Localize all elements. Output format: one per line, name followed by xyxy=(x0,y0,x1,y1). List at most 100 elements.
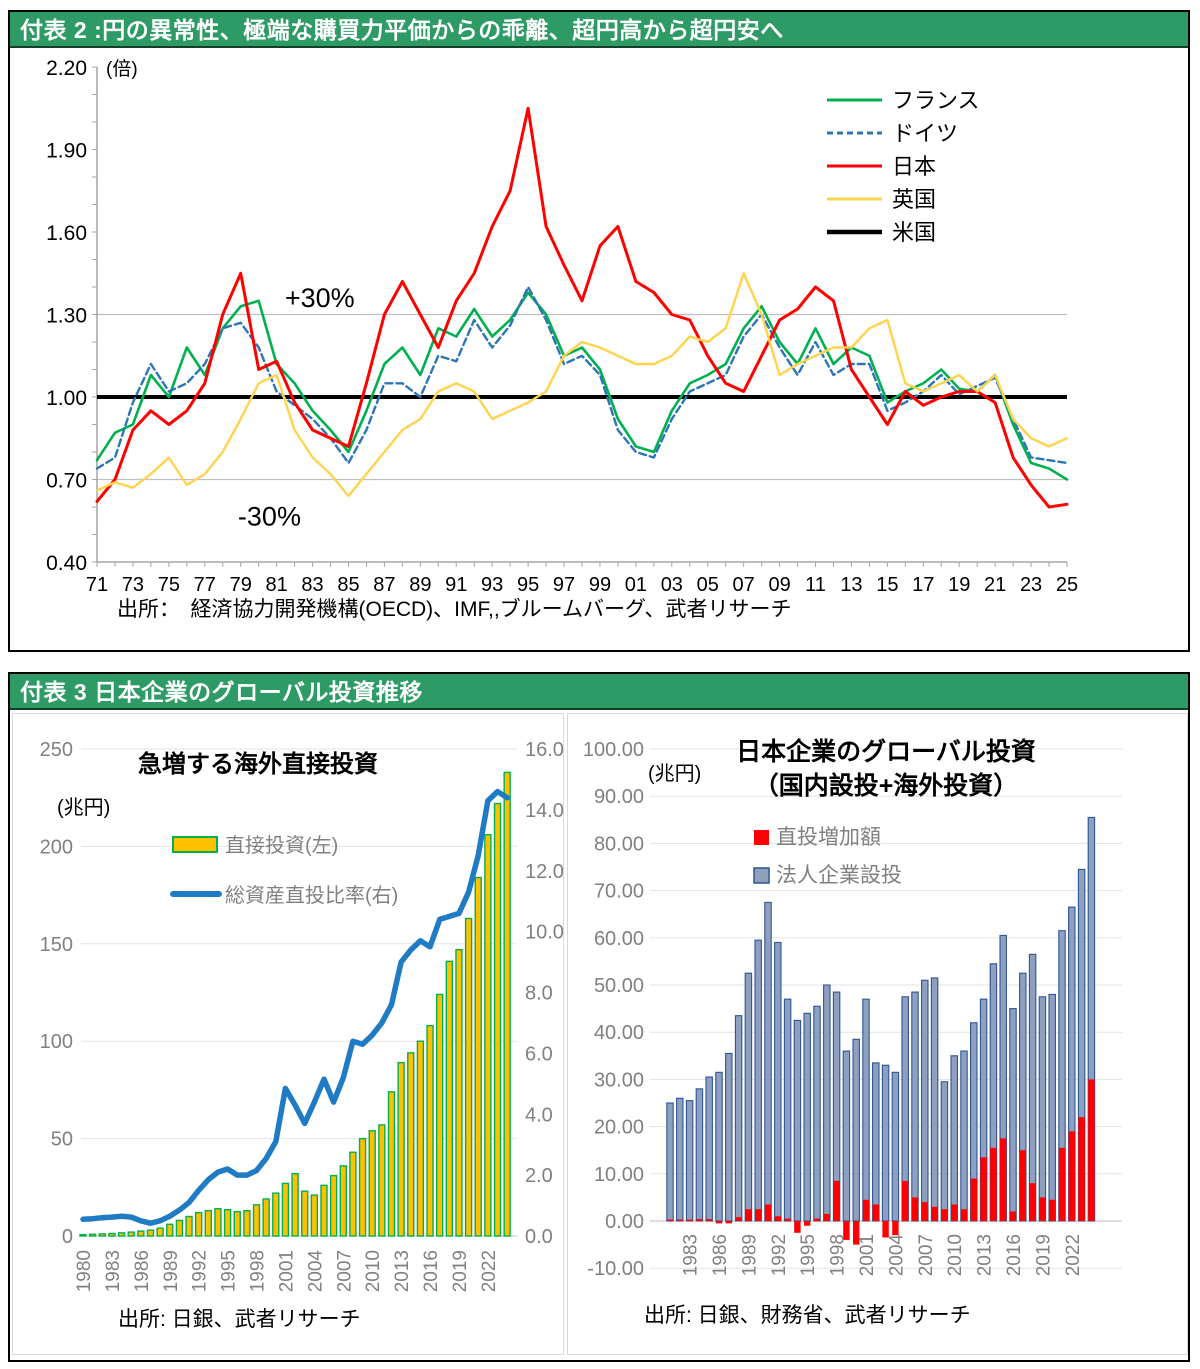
svg-text:米国: 米国 xyxy=(892,220,936,245)
svg-text:1989: 1989 xyxy=(739,1234,760,1276)
svg-text:71: 71 xyxy=(86,574,108,596)
svg-text:2016: 2016 xyxy=(421,1250,442,1292)
svg-text:4.0: 4.0 xyxy=(525,1104,553,1126)
svg-text:2013: 2013 xyxy=(392,1250,413,1292)
svg-text:75: 75 xyxy=(158,574,180,596)
investment-charts-area: 250 200 150 100 50 0 16.0 14.0 12.0 10.0 8.0 6.0 4.0… xyxy=(10,710,1188,1358)
svg-text:6.0: 6.0 xyxy=(525,1043,553,1065)
svg-text:100: 100 xyxy=(40,1031,73,1053)
svg-text:出所： 経済協力開発機構(OECD)、IMF,,ブルームバー: 出所： 経済協力開発機構(OECD)、IMF,,ブルームバーグ、武者リサーチ xyxy=(117,598,792,621)
svg-text:50.00: 50.00 xyxy=(594,975,644,997)
svg-text:2007: 2007 xyxy=(916,1234,937,1276)
svg-text:13: 13 xyxy=(840,574,862,596)
svg-text:英国: 英国 xyxy=(892,187,936,212)
svg-text:フランス: フランス xyxy=(892,88,980,113)
svg-text:09: 09 xyxy=(768,574,790,596)
svg-text:日本: 日本 xyxy=(892,154,936,179)
svg-text:1.00: 1.00 xyxy=(46,387,87,410)
svg-text:2007: 2007 xyxy=(334,1250,355,1292)
svg-text:15: 15 xyxy=(876,574,898,596)
svg-text:95: 95 xyxy=(517,574,539,596)
svg-text:200: 200 xyxy=(40,836,73,858)
svg-text:2022: 2022 xyxy=(1063,1234,1084,1276)
svg-text:81: 81 xyxy=(266,574,288,596)
svg-text:12.0: 12.0 xyxy=(525,861,563,883)
svg-text:91: 91 xyxy=(445,574,467,596)
svg-text:2022: 2022 xyxy=(479,1250,500,1292)
svg-text:79: 79 xyxy=(230,574,252,596)
fdi-chart-box: 250 200 150 100 50 0 16.0 14.0 12.0 10.0 8.0 6.0 4.0… xyxy=(12,713,564,1355)
svg-text:14.0: 14.0 xyxy=(525,800,563,822)
svg-text:0.00: 0.00 xyxy=(605,1211,644,1233)
svg-text:0.40: 0.40 xyxy=(46,552,87,575)
svg-text:2.0: 2.0 xyxy=(525,1165,553,1187)
svg-text:0.0: 0.0 xyxy=(525,1226,553,1248)
svg-text:2019: 2019 xyxy=(450,1250,471,1292)
svg-text:2013: 2013 xyxy=(975,1234,996,1276)
svg-text:20.00: 20.00 xyxy=(594,1117,644,1139)
svg-text:19: 19 xyxy=(948,574,970,596)
svg-text:250: 250 xyxy=(40,739,73,761)
svg-text:直投増加額: 直投増加額 xyxy=(776,826,881,849)
svg-text:89: 89 xyxy=(409,574,431,596)
svg-text:87: 87 xyxy=(373,574,395,596)
svg-text:2010: 2010 xyxy=(945,1234,966,1276)
svg-text:(兆円): (兆円) xyxy=(648,762,701,785)
svg-text:01: 01 xyxy=(625,574,647,596)
svg-text:93: 93 xyxy=(481,574,503,596)
svg-text:出所: 日銀、武者リサーチ: 出所: 日銀、武者リサーチ xyxy=(118,1308,361,1331)
panel-appendix-2: 付表 2 :円の異常性、極端な購買力平価からの乖離、超円高から超円安へ 2.20… xyxy=(8,10,1190,652)
svg-text:+30%: +30% xyxy=(285,283,355,313)
svg-text:法人企業設投: 法人企業設投 xyxy=(776,864,902,887)
svg-text:1983: 1983 xyxy=(681,1234,702,1276)
svg-text:0.70: 0.70 xyxy=(46,470,87,493)
appendix3-title: 付表 3 日本企業のグローバル投資推移 xyxy=(10,674,1188,710)
svg-text:2019: 2019 xyxy=(1033,1234,1054,1276)
svg-text:100.00: 100.00 xyxy=(583,739,644,761)
ppp-chart-area: 2.20 1.90 1.60 1.30 1.00 0.70 0.40 71 73 75 77 79 81… xyxy=(10,48,1188,648)
svg-text:10.00: 10.00 xyxy=(594,1164,644,1186)
svg-text:1998: 1998 xyxy=(828,1234,849,1276)
svg-text:2010: 2010 xyxy=(363,1250,384,1292)
svg-text:03: 03 xyxy=(661,574,683,596)
svg-text:1983: 1983 xyxy=(103,1250,124,1292)
svg-text:2001: 2001 xyxy=(276,1250,297,1292)
svg-text:2004: 2004 xyxy=(886,1234,907,1277)
svg-text:16.0: 16.0 xyxy=(525,739,563,761)
svg-text:80.00: 80.00 xyxy=(594,833,644,855)
svg-text:2004: 2004 xyxy=(305,1250,326,1293)
svg-text:21: 21 xyxy=(984,574,1006,596)
svg-text:2016: 2016 xyxy=(1004,1234,1025,1276)
svg-text:30.00: 30.00 xyxy=(594,1069,644,1091)
svg-text:-10.00: -10.00 xyxy=(587,1258,644,1280)
svg-text:150: 150 xyxy=(40,934,73,956)
svg-text:11: 11 xyxy=(805,574,826,596)
svg-text:日本企業のグローバル投資: 日本企業のグローバル投資 xyxy=(736,737,1036,766)
svg-text:1.30: 1.30 xyxy=(46,305,87,328)
svg-text:90.00: 90.00 xyxy=(594,786,644,808)
svg-text:1986: 1986 xyxy=(710,1234,731,1276)
svg-text:97: 97 xyxy=(553,574,575,596)
svg-text:99: 99 xyxy=(589,574,611,596)
appendix2-title: 付表 2 :円の異常性、極端な購買力平価からの乖離、超円高から超円安へ xyxy=(10,12,1188,48)
svg-text:総資産直投比率(右): 総資産直投比率(右) xyxy=(225,884,398,907)
svg-text:07: 07 xyxy=(733,574,755,596)
fdi-bar-line-chart: 250 200 150 100 50 0 16.0 14.0 12.0 10.0 8.0 6.0 4.0… xyxy=(40,739,563,1331)
svg-text:1986: 1986 xyxy=(132,1250,153,1292)
svg-text:-30%: -30% xyxy=(238,502,301,532)
svg-text:2001: 2001 xyxy=(857,1234,878,1276)
svg-text:（国内設投+海外投資）: （国内設投+海外投資） xyxy=(754,771,1019,800)
svg-text:85: 85 xyxy=(337,574,359,596)
global-investment-chart-box: 100.00 90.00 80.00 70.00 60.00 50.00 40.00 30.0… xyxy=(567,713,1188,1355)
svg-text:73: 73 xyxy=(122,574,144,596)
svg-text:1995: 1995 xyxy=(798,1234,819,1276)
svg-text:出所: 日銀、財務省、武者リサーチ: 出所: 日銀、財務省、武者リサーチ xyxy=(644,1304,971,1327)
svg-text:83: 83 xyxy=(301,574,323,596)
svg-text:25: 25 xyxy=(1056,574,1078,596)
svg-text:17: 17 xyxy=(912,574,934,596)
svg-text:1989: 1989 xyxy=(161,1250,182,1292)
svg-text:0: 0 xyxy=(62,1226,73,1248)
svg-text:23: 23 xyxy=(1020,574,1042,596)
